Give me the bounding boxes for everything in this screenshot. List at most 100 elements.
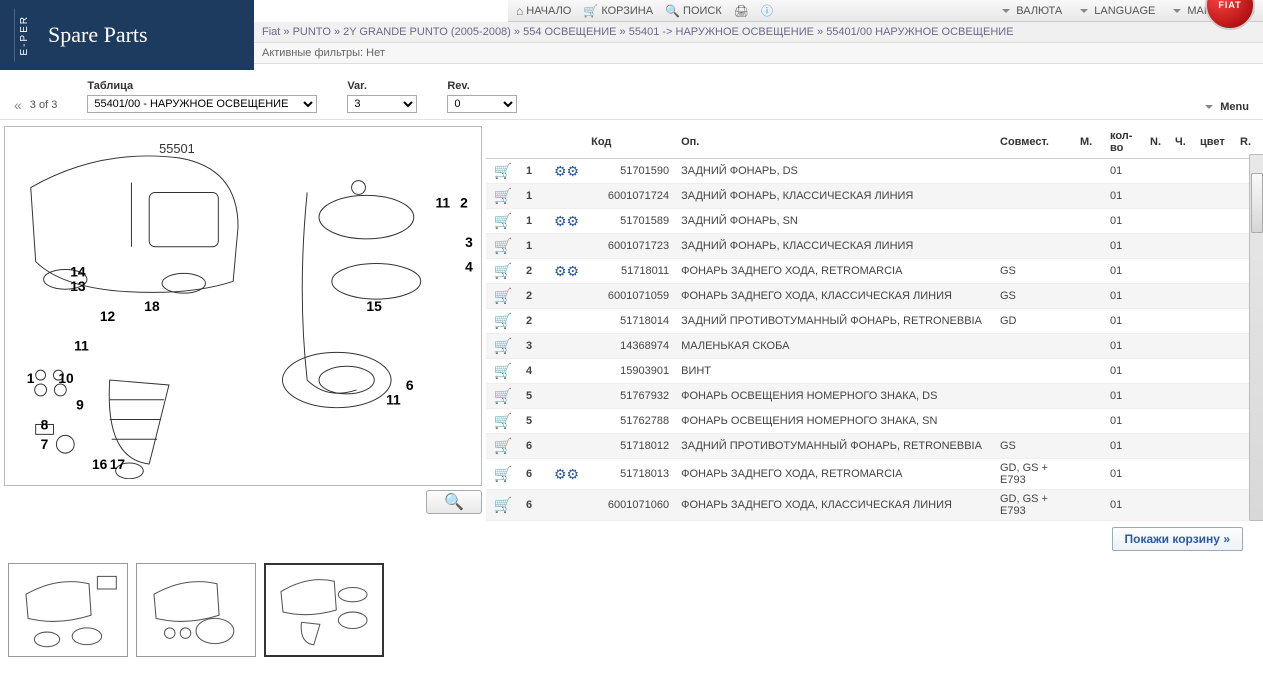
- compat-cell: [994, 209, 1074, 234]
- add-to-cart-icon[interactable]: 🛒: [492, 312, 514, 330]
- var-select-label: Var.: [347, 80, 417, 92]
- thumbnail-1[interactable]: [8, 563, 128, 657]
- table-row[interactable]: 🛒651718012ЗАДНИЙ ПРОТИВОТУМАННЫЙ ФОНАРЬ,…: [486, 434, 1259, 459]
- menu-label: Menu: [1220, 101, 1249, 113]
- pos-cell: 2: [520, 259, 548, 284]
- pager-prev[interactable]: «: [14, 97, 22, 113]
- thumbnail-2[interactable]: [136, 563, 256, 657]
- thumbnail-3[interactable]: [264, 563, 384, 657]
- breadcrumb: Fiat » PUNTO » 2Y GRANDE PUNTO (2005-200…: [254, 22, 1263, 43]
- var-select[interactable]: 3: [347, 95, 417, 113]
- table-row[interactable]: 🛒26001071059ФОНАРЬ ЗАДНЕГО ХОДА, КЛАССИЧ…: [486, 284, 1259, 309]
- nav-print[interactable]: 🖨: [734, 2, 749, 19]
- add-to-cart-icon[interactable]: 🛒: [492, 237, 514, 255]
- table-row[interactable]: 🛒2⚙⚙51718011ФОНАРЬ ЗАДНЕГО ХОДА, RETROMA…: [486, 259, 1259, 284]
- code-cell: 6001071060: [585, 490, 675, 521]
- breadcrumb-link[interactable]: 554 ОСВЕЩЕНИЕ: [523, 26, 616, 38]
- th-compat: Совмест.: [994, 126, 1074, 159]
- nav-currency[interactable]: ВАЛЮТА: [1002, 2, 1062, 19]
- compat-cell: [994, 159, 1074, 184]
- table-row[interactable]: 🛒551762788ФОНАРЬ ОСВЕЩЕНИЯ НОМЕРНОГО ЗНА…: [486, 409, 1259, 434]
- qty-cell: 01: [1104, 259, 1144, 284]
- filters-value: Нет: [366, 47, 385, 59]
- add-to-cart-icon[interactable]: 🛒: [492, 262, 514, 280]
- add-to-cart-icon[interactable]: 🛒: [492, 337, 514, 355]
- svg-text:16: 16: [92, 456, 108, 472]
- qty-cell: 01: [1104, 384, 1144, 409]
- qty-cell: 01: [1104, 309, 1144, 334]
- nav-language-label: LANGUAGE: [1094, 5, 1155, 17]
- table-row[interactable]: 🛒66001071060ФОНАРЬ ЗАДНЕГО ХОДА, КЛАССИЧ…: [486, 490, 1259, 521]
- table-row[interactable]: 🛒16001071723ЗАДНИЙ ФОНАРЬ, КЛАССИЧЕСКАЯ …: [486, 234, 1259, 259]
- nav-help[interactable]: ⓘ: [761, 2, 773, 19]
- add-to-cart-icon[interactable]: 🛒: [492, 465, 514, 483]
- table-row[interactable]: 🛒1⚙⚙51701589ЗАДНИЙ ФОНАРЬ, SN01: [486, 209, 1259, 234]
- compat-cell: GD: [994, 309, 1074, 334]
- nav-home[interactable]: ⌂НАЧАЛО: [516, 2, 571, 19]
- menu-dropdown[interactable]: Menu: [1205, 101, 1249, 113]
- diagram-viewer[interactable]: 55501: [4, 126, 482, 486]
- pos-cell: 1: [520, 209, 548, 234]
- svg-text:13: 13: [70, 278, 86, 294]
- pos-cell: 4: [520, 359, 548, 384]
- zoom-button[interactable]: 🔍: [426, 490, 482, 514]
- gear-icon[interactable]: ⚙⚙: [554, 263, 579, 279]
- add-to-cart-icon[interactable]: 🛒: [492, 387, 514, 405]
- table-select[interactable]: 55401/00 - НАРУЖНОЕ ОСВЕЩЕНИЕ: [87, 95, 317, 113]
- code-cell: 51718013: [585, 459, 675, 490]
- add-to-cart-icon[interactable]: 🛒: [492, 437, 514, 455]
- compat-cell: [994, 384, 1074, 409]
- th-desc: Оп.: [675, 126, 994, 159]
- sidebar-logo: E-PER Spare Parts: [0, 0, 254, 70]
- svg-text:9: 9: [76, 397, 84, 413]
- print-icon: 🖨: [734, 4, 749, 18]
- add-to-cart-icon[interactable]: 🛒: [492, 496, 514, 514]
- add-to-cart-icon[interactable]: 🛒: [492, 412, 514, 430]
- scrollbar-thumb[interactable]: [1251, 173, 1263, 233]
- table-row[interactable]: 🛒6⚙⚙51718013ФОНАРЬ ЗАДНЕГО ХОДА, RETROMA…: [486, 459, 1259, 490]
- rev-select[interactable]: 0: [447, 95, 517, 113]
- compat-cell: [994, 184, 1074, 209]
- pos-cell: 2: [520, 284, 548, 309]
- compat-cell: [994, 234, 1074, 259]
- add-to-cart-icon[interactable]: 🛒: [492, 212, 514, 230]
- show-cart-button[interactable]: Покажи корзину »: [1112, 527, 1243, 551]
- chevron-down-icon: [1002, 9, 1010, 13]
- pos-cell: 2: [520, 309, 548, 334]
- app-title: Spare Parts: [48, 22, 148, 48]
- compat-cell: GS: [994, 284, 1074, 309]
- breadcrumb-link[interactable]: 2Y GRANDE PUNTO (2005-2008): [343, 26, 511, 38]
- nav-language[interactable]: LANGUAGE: [1080, 2, 1155, 19]
- table-row[interactable]: 🛒551767932ФОНАРЬ ОСВЕЩЕНИЯ НОМЕРНОГО ЗНА…: [486, 384, 1259, 409]
- add-to-cart-icon[interactable]: 🛒: [492, 362, 514, 380]
- table-row[interactable]: 🛒1⚙⚙51701590ЗАДНИЙ ФОНАРЬ, DS01: [486, 159, 1259, 184]
- add-to-cart-icon[interactable]: 🛒: [492, 162, 514, 180]
- table-row[interactable]: 🛒251718014ЗАДНИЙ ПРОТИВОТУМАННЫЙ ФОНАРЬ,…: [486, 309, 1259, 334]
- qty-cell: 01: [1104, 490, 1144, 521]
- breadcrumb-link[interactable]: PUNTO: [293, 26, 331, 38]
- code-cell: 51701590: [585, 159, 675, 184]
- code-cell: 51718012: [585, 434, 675, 459]
- nav-cart[interactable]: 🛒КОРЗИНА: [583, 2, 653, 19]
- code-cell: 14368974: [585, 334, 675, 359]
- breadcrumb-link[interactable]: 55401 -> НАРУЖНОЕ ОСВЕЩЕНИЕ: [629, 26, 814, 38]
- top-nav: ⌂НАЧАЛО 🛒КОРЗИНА 🔍ПОИСК 🖨 ⓘ ВАЛЮТА LANGU…: [508, 0, 1263, 22]
- nav-currency-label: ВАЛЮТА: [1016, 5, 1062, 17]
- nav-search[interactable]: 🔍ПОИСК: [665, 2, 722, 19]
- gear-icon[interactable]: ⚙⚙: [554, 163, 579, 179]
- add-to-cart-icon[interactable]: 🛒: [492, 287, 514, 305]
- table-row[interactable]: 🛒415903901ВИНТ01: [486, 359, 1259, 384]
- svg-text:12: 12: [100, 308, 116, 324]
- breadcrumb-link[interactable]: 55401/00 НАРУЖНОЕ ОСВЕЩЕНИЕ: [826, 26, 1013, 38]
- scrollbar[interactable]: [1249, 154, 1263, 521]
- svg-text:3: 3: [465, 234, 473, 250]
- table-row[interactable]: 🛒16001071724ЗАДНИЙ ФОНАРЬ, КЛАССИЧЕСКАЯ …: [486, 184, 1259, 209]
- add-to-cart-icon[interactable]: 🛒: [492, 187, 514, 205]
- gear-icon[interactable]: ⚙⚙: [554, 466, 579, 482]
- code-cell: 15903901: [585, 359, 675, 384]
- svg-text:17: 17: [110, 456, 126, 472]
- table-row[interactable]: 🛒314368974МАЛЕНЬКАЯ СКОБА01: [486, 334, 1259, 359]
- gear-icon[interactable]: ⚙⚙: [554, 213, 579, 229]
- code-cell: 6001071723: [585, 234, 675, 259]
- breadcrumb-link[interactable]: Fiat: [262, 26, 280, 38]
